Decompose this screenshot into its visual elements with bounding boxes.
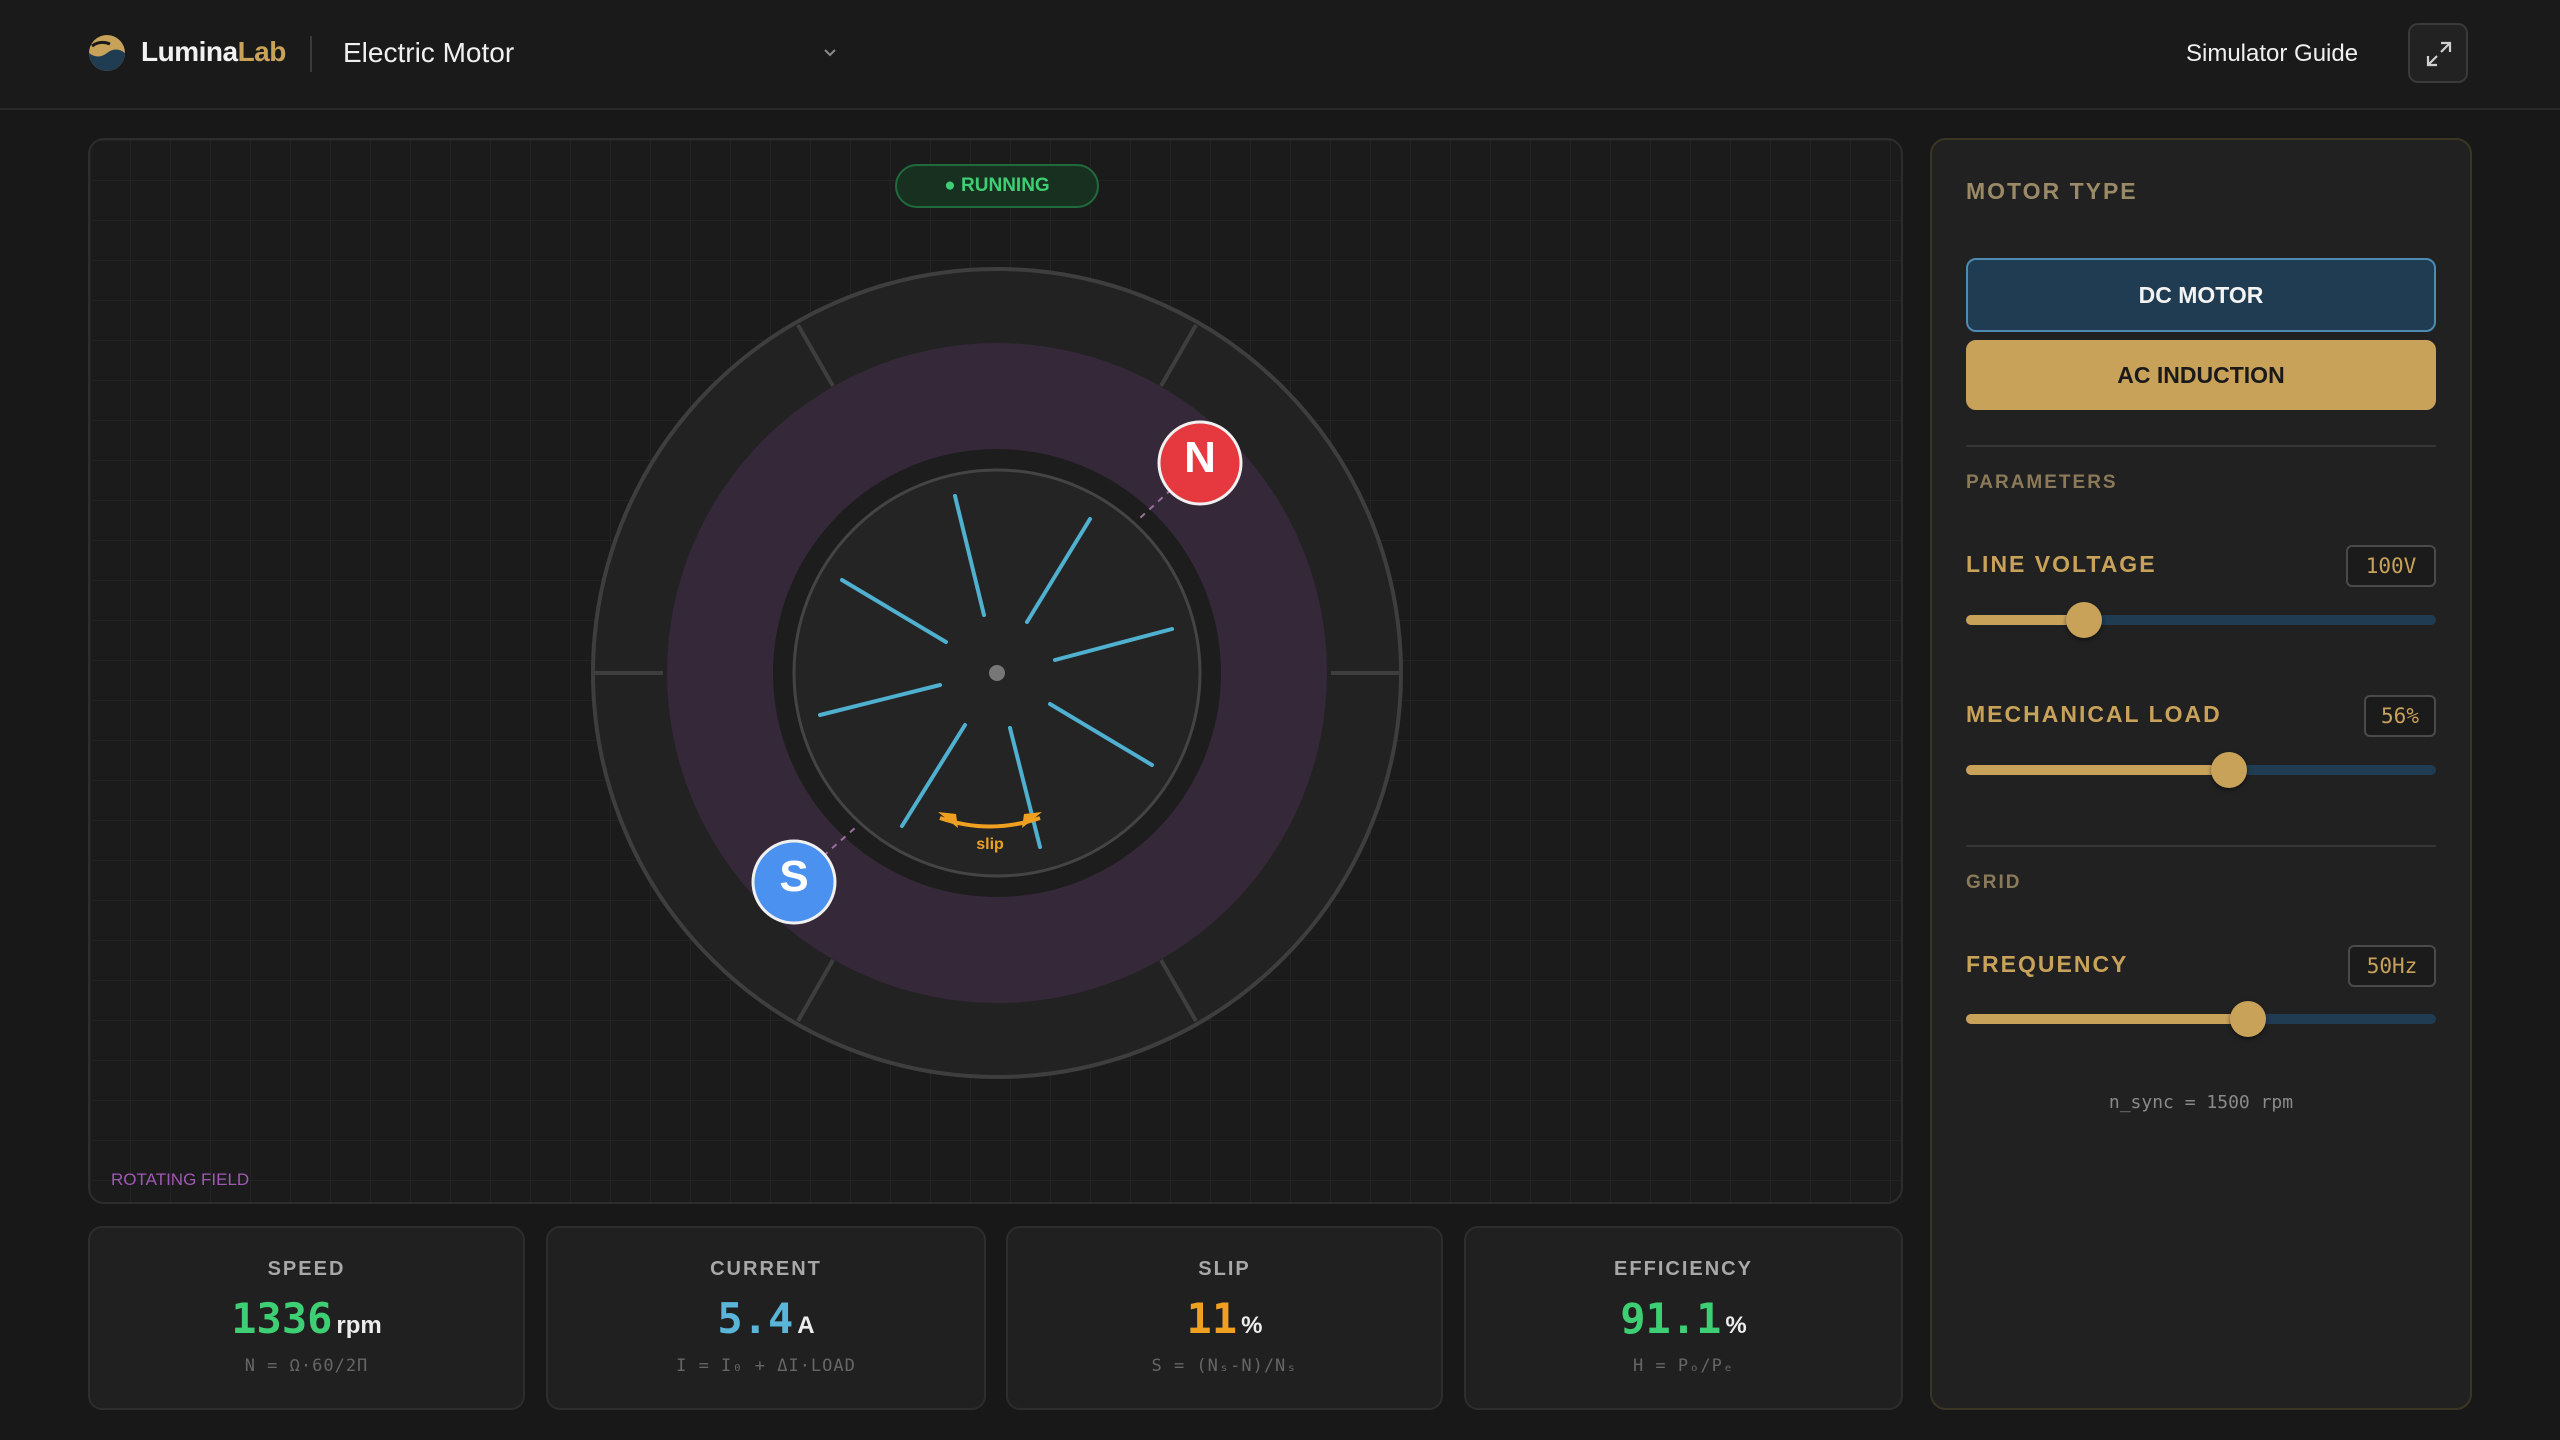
chevron-down-icon[interactable] xyxy=(818,40,842,64)
current-readout: 5.4 A xyxy=(548,1294,984,1343)
slip-unit: % xyxy=(1241,1312,1263,1339)
mechanical-load-value: 56% xyxy=(2364,695,2436,737)
current-label: CURRENT xyxy=(710,1258,822,1280)
current-card: CURRENT 5.4 A I = I₀ + ΔI·LOAD xyxy=(546,1226,986,1410)
mechanical-load-fill xyxy=(1966,765,2230,775)
expand-icon xyxy=(2426,41,2452,67)
efficiency-readout: 91.1% xyxy=(1466,1294,1901,1343)
header-divider xyxy=(310,36,312,72)
brand-accent: Lab xyxy=(237,36,287,67)
frequency-label: FREQUENCY xyxy=(1966,951,2129,977)
slip-label: slip xyxy=(976,836,1004,853)
speed-formula: N = Ω·60/2Π xyxy=(244,1356,369,1376)
slip-formula: S = (Nₛ-N)/Nₛ xyxy=(1151,1356,1298,1376)
dc-motor-button[interactable]: DC MOTOR xyxy=(1966,258,2436,332)
slip-readout: 11% xyxy=(1008,1294,1441,1343)
line-voltage-thumb[interactable] xyxy=(2065,602,2102,638)
current-value: 5.4 xyxy=(717,1294,794,1343)
parameters-title: PARAMETERS xyxy=(1966,472,2118,493)
lumina-logo-icon[interactable] xyxy=(88,34,126,72)
current-formula: I = I₀ + ΔI·LOAD xyxy=(676,1356,856,1376)
panel-divider xyxy=(1966,445,2436,447)
frequency-slider[interactable] xyxy=(1966,1001,2436,1037)
slip-value: 11 xyxy=(1186,1294,1238,1343)
stator-ticks xyxy=(593,324,1401,1022)
fullscreen-button[interactable] xyxy=(2408,23,2468,83)
slip-indicator xyxy=(938,812,1042,829)
efficiency-value: 91.1 xyxy=(1620,1294,1722,1343)
efficiency-unit: % xyxy=(1725,1312,1747,1339)
motor-type-title: MOTOR TYPE xyxy=(1966,178,2138,204)
mechanical-load-label: MECHANICAL LOAD xyxy=(1966,701,2222,727)
mechanical-load-thumb[interactable] xyxy=(2211,752,2248,788)
panel-divider xyxy=(1966,845,2436,847)
simulation-canvas[interactable]: ● RUNNING xyxy=(88,138,1903,1204)
speed-card: SPEED 1336 rpm N = Ω·60/2Π xyxy=(88,1226,525,1410)
line-voltage-slider[interactable] xyxy=(1966,602,2436,638)
efficiency-card: EFFICIENCY 91.1% Η = Pₒ/Pₑ xyxy=(1464,1226,1903,1410)
efficiency-formula: Η = Pₒ/Pₑ xyxy=(1632,1356,1735,1376)
line-voltage-value: 100V xyxy=(2346,545,2436,587)
speed-readout: 1336 rpm xyxy=(90,1294,523,1343)
speed-value: 1336 xyxy=(231,1294,333,1343)
ac-induction-button[interactable]: AC INDUCTION xyxy=(1966,340,2436,410)
simulator-guide-link[interactable]: Simulator Guide xyxy=(2186,40,2359,67)
top-bar: LuminaLab Electric Motor Simulator Guide xyxy=(0,0,2560,110)
line-voltage-fill xyxy=(1966,615,2084,625)
slip-card-label: SLIP xyxy=(1198,1258,1251,1280)
frequency-value: 50Hz xyxy=(2348,945,2436,987)
simulator-title[interactable]: Electric Motor xyxy=(343,37,515,68)
brand-name[interactable]: LuminaLab xyxy=(141,36,286,68)
motor-diagram xyxy=(591,267,1403,1079)
north-pole xyxy=(1157,420,1243,506)
line-voltage-label: LINE VOLTAGE xyxy=(1966,551,2157,577)
speed-label: SPEED xyxy=(267,1258,346,1280)
north-pole-label: N xyxy=(1184,433,1216,482)
slip-card: SLIP 11% S = (Nₛ-N)/Nₛ xyxy=(1006,1226,1443,1410)
speed-unit: rpm xyxy=(336,1312,382,1339)
mechanical-load-slider[interactable] xyxy=(1966,752,2436,788)
brand-primary: Lumina xyxy=(141,36,238,67)
efficiency-label: EFFICIENCY xyxy=(1614,1258,1753,1280)
rotor-bars xyxy=(818,494,1174,849)
frequency-thumb[interactable] xyxy=(2230,1001,2266,1037)
current-unit: A xyxy=(797,1312,815,1339)
control-panel: MOTOR TYPE DC MOTOR AC INDUCTION PARAMET… xyxy=(1930,138,2472,1410)
south-pole xyxy=(751,839,837,925)
status-badge: ● RUNNING xyxy=(895,164,1099,208)
grid-title: GRID xyxy=(1966,872,2022,893)
rotating-field-label: ROTATING FIELD xyxy=(111,1170,250,1189)
sync-speed-note: n_sync = 1500 rpm xyxy=(2108,1092,2294,1113)
frequency-fill xyxy=(1966,1014,2248,1024)
south-pole-label: S xyxy=(779,852,809,901)
rotor-shaft xyxy=(989,665,1005,681)
